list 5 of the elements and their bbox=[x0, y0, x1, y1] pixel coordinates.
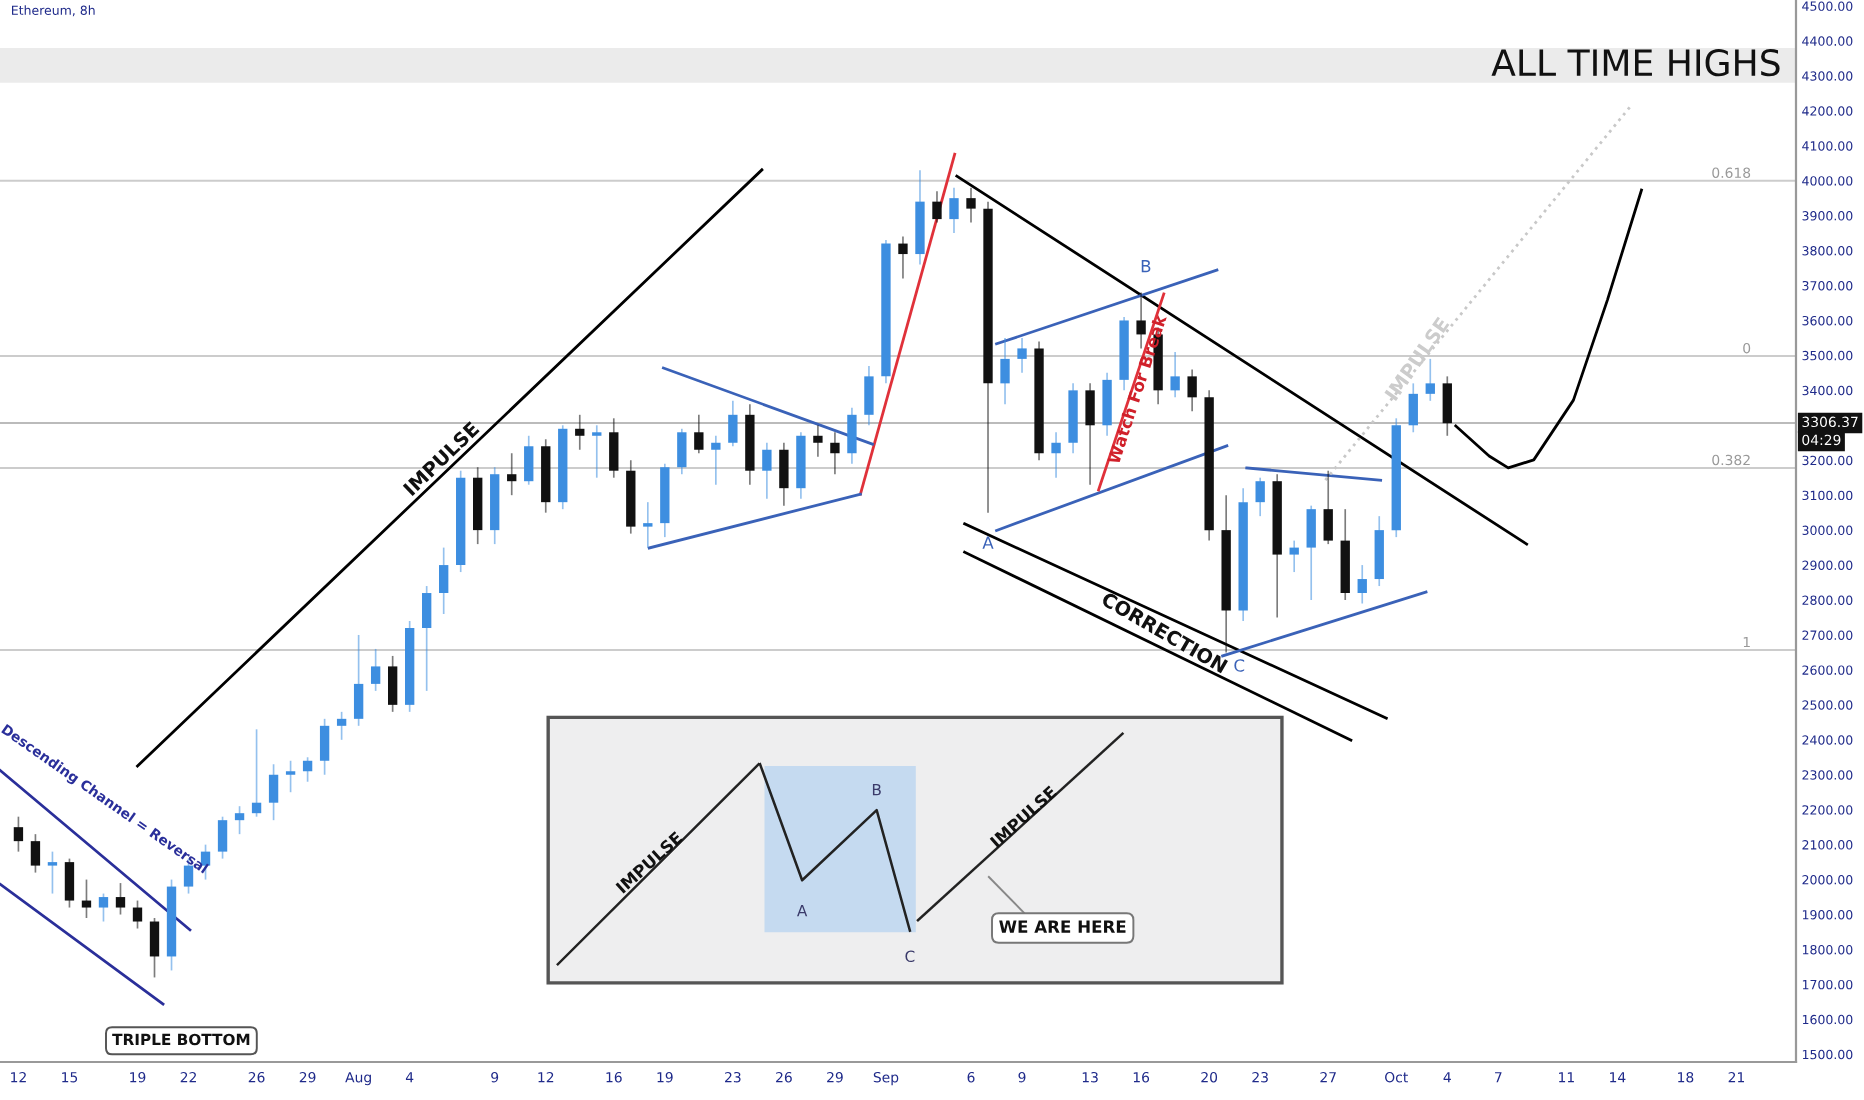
annotation: B bbox=[1141, 260, 1151, 273]
annotation: C bbox=[1234, 659, 1245, 672]
annotation: A bbox=[982, 536, 994, 549]
annotation: ALL TIME HIGHS bbox=[1491, 49, 1780, 77]
annotation: WE ARE HERE bbox=[999, 920, 1126, 933]
